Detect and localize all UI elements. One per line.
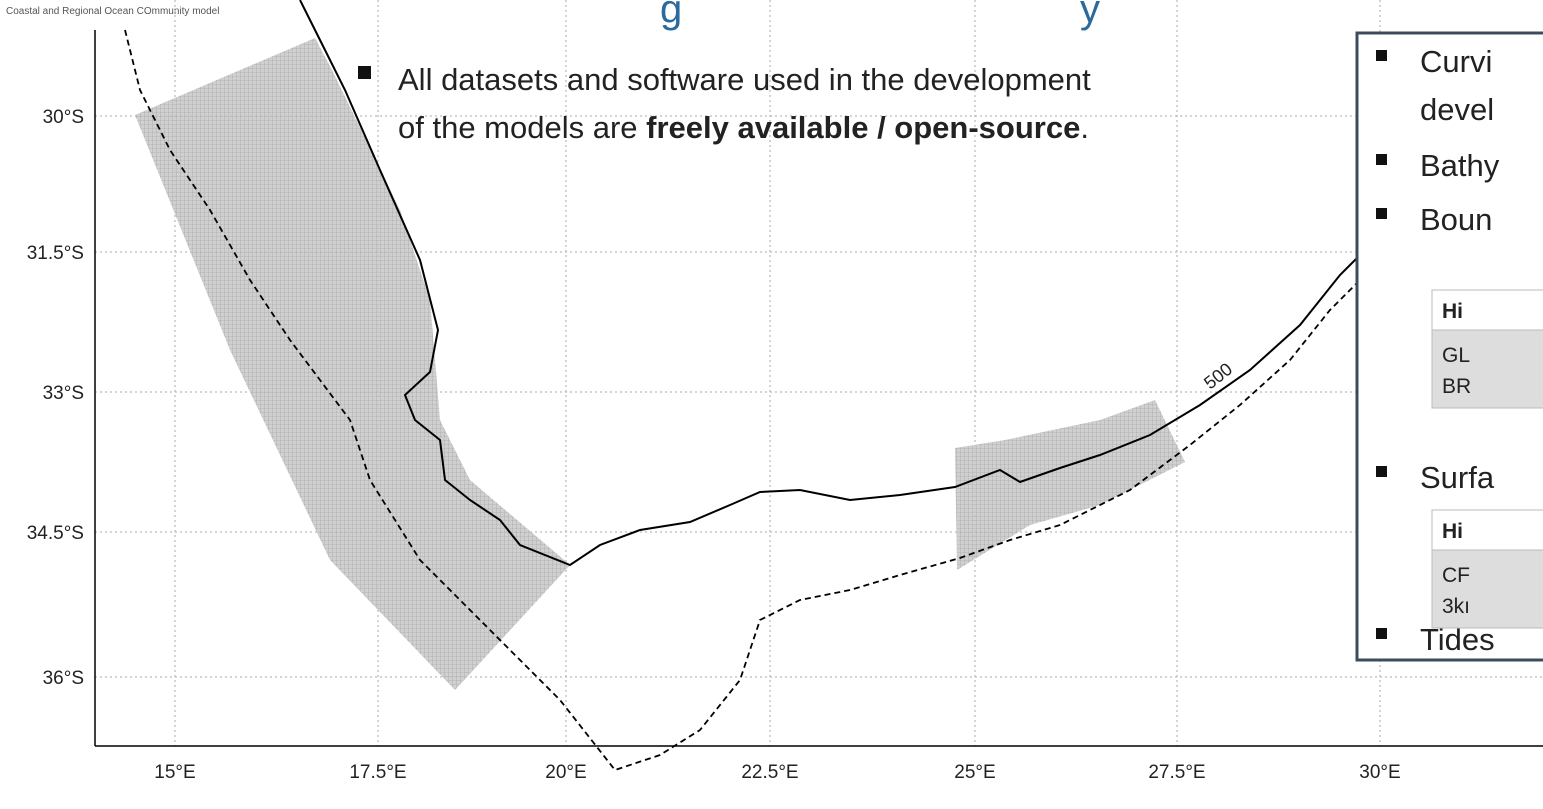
lat-tick-label: 34.5°S xyxy=(27,523,84,544)
lon-tick-label: 25°E xyxy=(954,762,995,783)
bullet-square xyxy=(1376,628,1387,639)
lon-tick-label: 20°E xyxy=(545,762,586,783)
graticule: 30°S 31.5°S 33°S 34.5°S 36°S 15°E 17.5°E 20°E 22… xyxy=(27,0,1543,783)
lon-tick-label: 15°E xyxy=(154,762,195,783)
table-cell: CF xyxy=(1442,564,1470,587)
coastline xyxy=(299,0,1361,567)
lat-tick-label: 36°S xyxy=(43,668,84,689)
table-cell: 3kı xyxy=(1442,595,1470,618)
table-body xyxy=(1431,329,1543,409)
panel-item: Curvi xyxy=(1420,44,1492,79)
lon-tick-label: 22.5°E xyxy=(741,762,798,783)
contour-500 xyxy=(124,29,1361,772)
panel-content: CurvidevelBathyBounSurfaTidesHiGLBRHiCF3… xyxy=(1376,44,1543,657)
panel-item: Boun xyxy=(1420,202,1492,237)
lon-tick-label: 30°E xyxy=(1359,762,1400,783)
lat-tick-label: 31.5°S xyxy=(27,243,84,264)
bullet-square xyxy=(1376,154,1387,165)
bullet-square xyxy=(1376,466,1387,477)
bullet-square xyxy=(358,66,371,79)
bullet-text: of the models are freely available / ope… xyxy=(398,110,1089,145)
model-grid xyxy=(135,38,570,690)
model-grid xyxy=(955,400,1185,570)
lat-tick-label: 33°S xyxy=(43,383,84,404)
lon-tick-label: 17.5°E xyxy=(349,762,406,783)
table-header xyxy=(1431,509,1543,551)
bold-text: freely available / open-source xyxy=(646,110,1080,145)
title-fragment: g xyxy=(660,0,682,31)
caption: Coastal and Regional Ocean COmmunity mod… xyxy=(6,6,219,17)
table-header-text: Hi xyxy=(1442,520,1463,543)
table-body xyxy=(1431,549,1543,629)
bullet-text: All datasets and software used in the de… xyxy=(398,62,1091,97)
contour-label: 500 xyxy=(1200,359,1236,393)
lon-tick-label: 27.5°E xyxy=(1148,762,1205,783)
panel-item: Surfa xyxy=(1420,460,1495,495)
title-fragment: y xyxy=(1080,0,1100,31)
text: of the models are xyxy=(398,110,646,145)
table-header-text: Hi xyxy=(1442,300,1463,323)
panel-item: Bathy xyxy=(1420,148,1500,183)
text: . xyxy=(1080,110,1089,145)
bullet-square xyxy=(1376,50,1387,61)
lat-tick-label: 30°S xyxy=(43,107,84,128)
table-cell: GL xyxy=(1442,344,1470,367)
bullet-square xyxy=(1376,208,1387,219)
panel-item: devel xyxy=(1420,92,1494,127)
table-cell: BR xyxy=(1442,375,1471,398)
